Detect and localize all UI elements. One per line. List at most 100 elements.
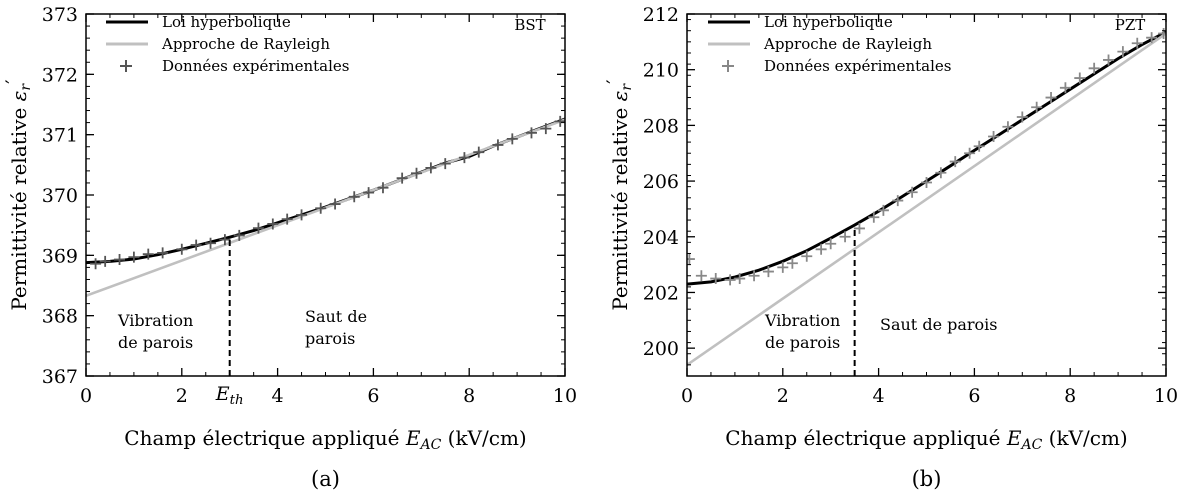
data-point	[906, 186, 918, 198]
data-point	[458, 152, 470, 164]
data-point	[1045, 92, 1057, 104]
data-point	[396, 172, 408, 184]
y-tick-label: 210	[643, 60, 679, 82]
legend: Loi hyperbolique Approche de Rayleigh Donn…	[708, 13, 952, 75]
x-axis-label: Champ électrique appliqué EAC (kV/cm)	[124, 426, 526, 453]
panel-caption: (a)	[311, 467, 340, 491]
data-point	[1031, 101, 1043, 113]
data-point	[687, 253, 695, 265]
data-point	[1002, 121, 1014, 133]
plot-area	[687, 27, 1166, 366]
data-point	[786, 257, 798, 269]
data-point	[825, 238, 837, 250]
legend-entry: Loi hyperbolique	[764, 13, 893, 31]
data-point	[868, 211, 880, 223]
data-point	[142, 248, 154, 260]
data-point	[525, 127, 537, 139]
data-point	[964, 147, 976, 159]
plot-area	[86, 115, 565, 298]
data-point	[425, 162, 437, 174]
x-tick-label: 4	[873, 385, 885, 407]
data-point	[492, 139, 504, 151]
data-point	[1074, 72, 1086, 84]
data-point	[473, 146, 485, 158]
data-point	[296, 209, 308, 221]
legend-marker	[722, 60, 734, 72]
data-point	[540, 123, 552, 135]
data-point	[1158, 27, 1166, 39]
data-point	[157, 247, 169, 259]
y-axis-label: Permittivité relative εr′	[1, 79, 34, 311]
legend: Loi hyperbolique Approche de Rayleigh Donn…	[106, 13, 350, 75]
legend-entry: Loi hyperbolique	[162, 13, 291, 31]
data-point	[777, 261, 789, 273]
data-point	[1146, 32, 1158, 44]
x-axis-label: Champ électrique appliqué EAC (kV/cm)	[725, 426, 1127, 453]
legend-entry: Données expérimentales	[162, 57, 350, 75]
data-point	[1131, 37, 1143, 49]
annotation-text: Vibration de parois	[117, 311, 193, 352]
panel-b-pzt: 0 2 4 6 8 10 200 202 204 206 208 210 212 Champ électr…	[602, 4, 1178, 491]
data-point	[128, 251, 140, 263]
y-tick-label: 200	[643, 338, 679, 360]
data-point	[99, 255, 111, 267]
x-tick-label: 10	[1154, 385, 1178, 407]
data-point	[554, 115, 565, 127]
data-point	[363, 187, 375, 199]
series-line-approche-rayleigh	[687, 32, 1166, 366]
annotation-text: Vibration de parois	[764, 311, 840, 352]
legend-entry: Approche de Rayleigh	[161, 35, 330, 53]
series-line-loi-hyperbolique	[86, 117, 565, 265]
x-tick-label: 6	[968, 385, 980, 407]
data-point	[1088, 62, 1100, 74]
y-tick-label: 206	[643, 171, 679, 193]
material-label: PZT	[1115, 16, 1146, 34]
data-point	[219, 234, 231, 246]
x-tick-label: 0	[80, 385, 92, 407]
y-axis-label: Permittivité relative εr′	[602, 79, 635, 311]
annotation-text: Saut de parois	[880, 315, 998, 334]
x-tick-label: 0	[681, 385, 693, 407]
data-point	[815, 243, 827, 255]
panel-a-bst: 0 2 4 6 8 10 Eth 367 368 369 370 371 372 373 Champ éle…	[1, 4, 577, 491]
data-point	[329, 198, 341, 210]
data-point	[252, 222, 264, 234]
x-tick-label: 8	[463, 385, 475, 407]
data-point	[988, 131, 1000, 143]
data-point	[1059, 82, 1071, 94]
x-tick-label: 2	[777, 385, 789, 407]
y-tick-label: 370	[42, 185, 78, 207]
y-tick-label: 202	[643, 282, 679, 304]
data-point	[949, 156, 961, 168]
data-point	[233, 229, 245, 241]
data-point	[205, 237, 217, 249]
data-point	[315, 202, 327, 214]
data-point	[506, 133, 518, 145]
y-tick-label: 372	[42, 64, 78, 86]
y-tick-label: 367	[42, 366, 78, 388]
data-point	[762, 266, 774, 278]
data-point	[877, 204, 889, 216]
data-point	[801, 250, 813, 262]
data-point	[839, 231, 851, 243]
data-point	[748, 270, 760, 282]
data-point	[1103, 54, 1115, 66]
y-tick-label: 208	[643, 115, 679, 137]
data-point	[190, 239, 202, 251]
data-point	[114, 254, 126, 266]
legend-marker	[120, 60, 132, 72]
annotation-text: Saut de parois	[305, 307, 367, 348]
data-point	[176, 243, 188, 255]
data-point	[1016, 111, 1028, 123]
y-tick-label: 204	[643, 227, 679, 249]
x-tick-label: 2	[176, 385, 188, 407]
data-point	[921, 176, 932, 188]
data-point	[724, 274, 736, 286]
material-label: BST	[514, 16, 545, 34]
x-tick-label: 6	[367, 385, 379, 407]
y-tick-label: 212	[643, 4, 679, 26]
data-point	[853, 222, 865, 234]
y-tick-label: 369	[42, 245, 78, 267]
data-point	[377, 182, 389, 194]
